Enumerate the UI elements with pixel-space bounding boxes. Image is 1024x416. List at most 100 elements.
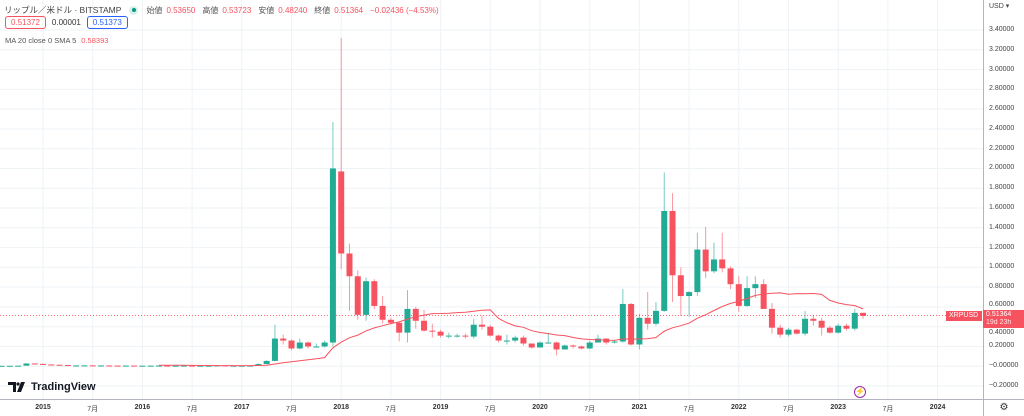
candle-up [329, 168, 336, 343]
candle-up [0, 365, 5, 367]
candle-down [479, 324, 486, 327]
candle-down [677, 275, 684, 297]
candle-down [429, 330, 436, 332]
candle-up [686, 292, 693, 297]
candle-up [180, 365, 187, 367]
candle-up [545, 342, 552, 344]
candle-down [106, 365, 113, 367]
candle-up [313, 346, 320, 348]
ma-indicator-legend[interactable]: MA 20 close 0 SMA 5 0.58393 [5, 36, 108, 45]
candle-up [255, 364, 262, 366]
time-tick-label: 7月 [186, 406, 198, 413]
time-tick-label: 2020 [532, 404, 548, 411]
candle-down [131, 365, 138, 367]
candle-down [89, 365, 96, 367]
price-tick-label: 2.80000 [989, 85, 1015, 93]
candle-down [735, 284, 742, 306]
candle-down [412, 308, 419, 321]
price-chart[interactable] [0, 0, 983, 399]
candle-down [280, 338, 287, 341]
price-tick-label: 0.20000 [989, 342, 1015, 350]
candle-down [760, 284, 767, 309]
time-tick-label: 2017 [234, 404, 250, 411]
time-tick-label: 2019 [432, 404, 449, 411]
last-price-tag: 0.51364 19d 23h [983, 310, 1024, 328]
time-tick-label: 7月 [882, 406, 894, 413]
candle-down [56, 364, 63, 366]
time-tick-label: 7月 [683, 406, 695, 413]
candle-up [73, 365, 80, 367]
candle-down [164, 365, 171, 367]
candle-down [487, 326, 494, 336]
candle-up [744, 288, 751, 306]
brand-name: TradingView [31, 381, 96, 393]
settings-gear-icon[interactable]: ⚙ [983, 399, 1024, 416]
symbol-price-tag: XRPUSD [946, 311, 982, 321]
candle-up [122, 365, 129, 367]
candle-down [421, 320, 428, 331]
candle-down [644, 317, 651, 324]
candle-up [636, 317, 643, 345]
price-tick-label: −0.00000 [989, 362, 1019, 370]
close-label: 終値 [314, 5, 331, 15]
candle-down [288, 340, 295, 349]
candle-down [396, 322, 403, 333]
candle-up [155, 365, 162, 367]
time-tick-label: 7月 [484, 406, 496, 413]
candle-up [404, 308, 411, 333]
symbol-title[interactable]: リップル／米ドル · BITSTAMP [4, 5, 122, 15]
open-value: 0.53650 [166, 5, 196, 15]
lightning-event-icon[interactable]: ⚡ [854, 386, 866, 398]
candle-up [172, 365, 179, 367]
candle-up [15, 365, 22, 367]
candle-down [48, 364, 55, 366]
currency-selector[interactable]: USD ▾ [989, 3, 1010, 10]
price-tick-label: 1.00000 [989, 263, 1015, 271]
candle-down [387, 319, 394, 323]
time-tick-label: 7月 [87, 406, 99, 413]
time-axis[interactable]: 2015 7月 2016 7月 2017 7月 2018 7月 2019 7月 2020 7月 2021… [0, 399, 983, 416]
candle-up [445, 335, 452, 337]
candle-down [719, 259, 726, 269]
candle-down [793, 329, 800, 334]
candle-up [785, 329, 792, 335]
candle-up [512, 337, 519, 341]
time-tick-label: 2015 [35, 404, 51, 411]
candle-down [578, 346, 585, 349]
price-axis[interactable]: USD ▾ 3.40000 3.20000 3.00000 2.80000 2.6000… [983, 0, 1024, 400]
sell-button[interactable]: 0.51372 [5, 16, 46, 29]
price-tick-label: 2.00000 [989, 164, 1015, 172]
quote-row: 0.51372 0.00001 0.51373 [5, 16, 128, 29]
time-tick-label: 7月 [584, 406, 596, 413]
candle-up [594, 338, 601, 343]
candle-down [860, 312, 867, 316]
candle-down [669, 210, 676, 276]
last-price: 0.51364 [986, 311, 1012, 318]
candle-down [305, 342, 312, 347]
candle-up [694, 249, 701, 293]
bar-countdown: 19d 23h [986, 319, 1012, 326]
price-tick-label: 1.80000 [989, 184, 1015, 192]
candle-up [586, 342, 593, 349]
candle-down [338, 171, 345, 254]
time-tick-label: 2022 [731, 404, 747, 411]
candle-up [205, 365, 212, 367]
price-tick-label: 0.80000 [989, 283, 1015, 291]
candle-up [6, 365, 13, 367]
time-tick-label: 2024 [929, 404, 946, 411]
tradingview-logo[interactable]: TradingView [8, 381, 96, 393]
time-tick-label: 7月 [385, 406, 397, 413]
buy-button[interactable]: 0.51373 [86, 16, 128, 29]
candle-up [835, 325, 842, 333]
candle-up [661, 210, 668, 311]
candle-down [553, 342, 560, 350]
candle-up [363, 281, 370, 315]
candle-down [437, 331, 444, 336]
price-tick-label: 0.40000 [989, 329, 1015, 336]
symbol-legend: リップル／米ドル · BITSTAMP 始値 0.53650 高値 0.53723 … [4, 4, 442, 16]
candle-down [371, 281, 378, 306]
candle-down [346, 253, 353, 277]
close-value: 0.51364 [334, 5, 364, 15]
candle-down [702, 249, 709, 272]
candle-down [31, 363, 38, 365]
